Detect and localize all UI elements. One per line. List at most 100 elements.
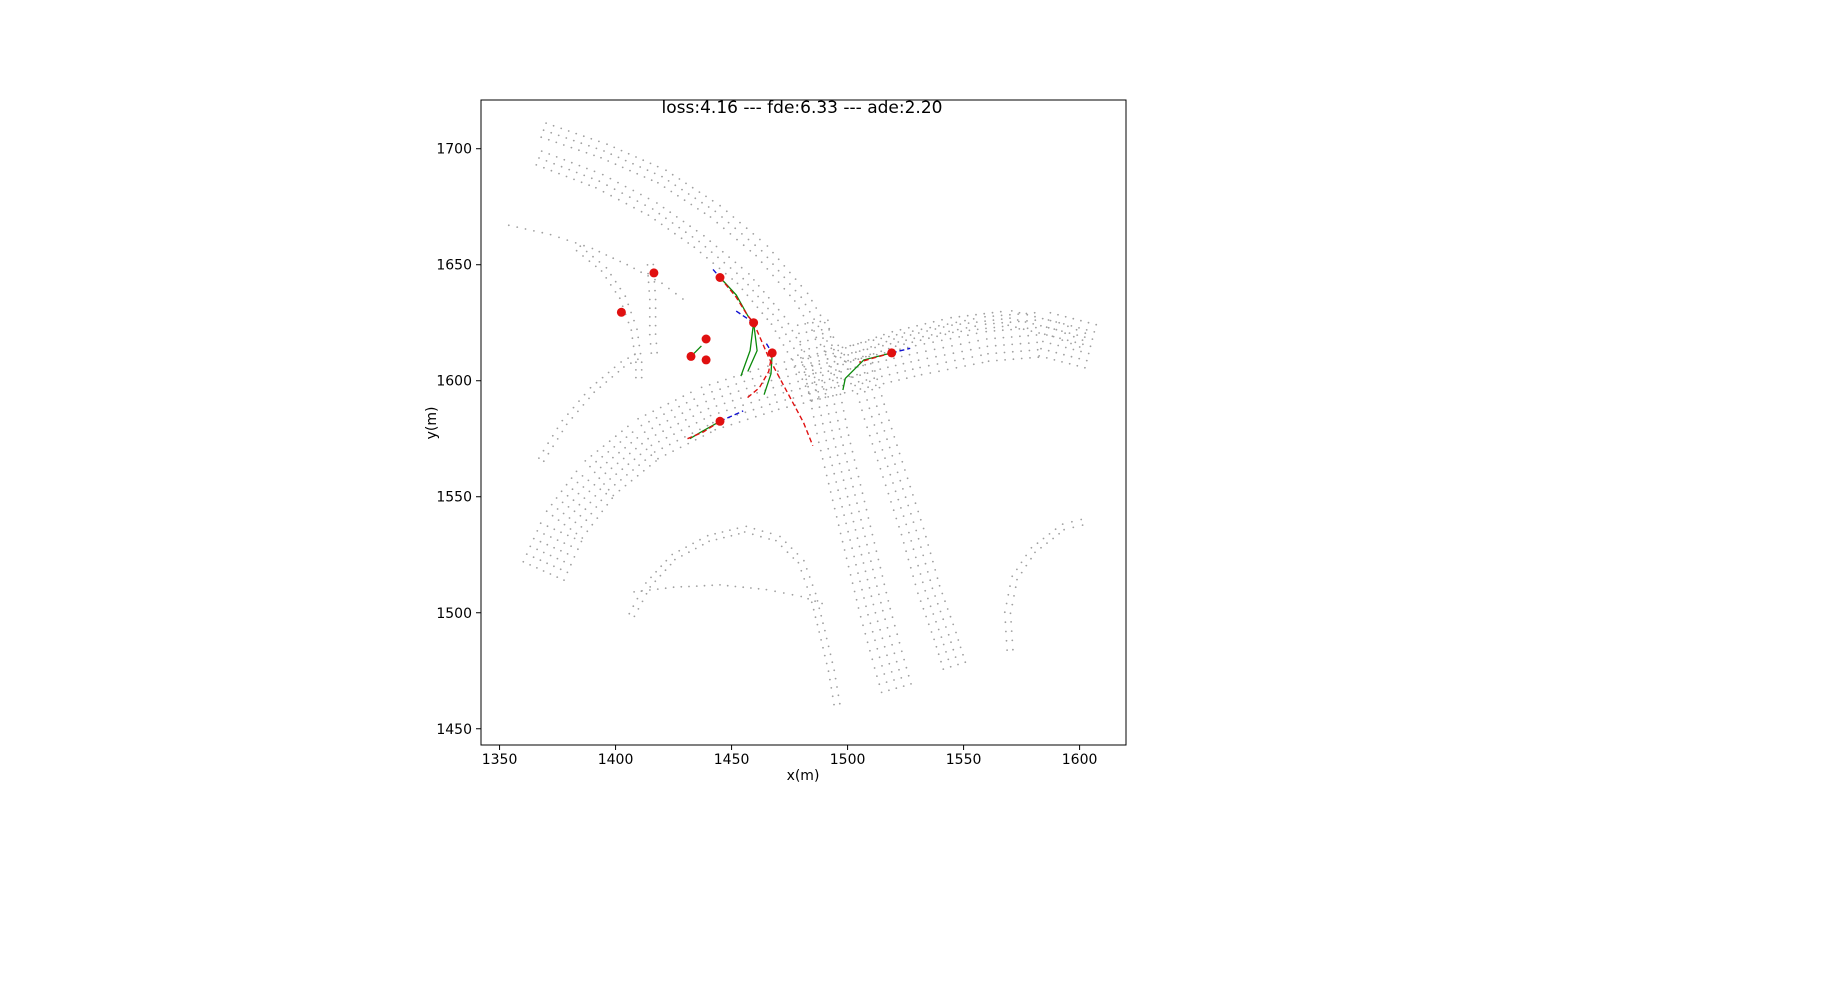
lane-point (598, 250, 601, 253)
lane-point (545, 510, 548, 513)
lane-point (971, 356, 974, 358)
lane-point (836, 376, 838, 379)
lane-point (954, 656, 957, 658)
lane-point (854, 494, 856, 496)
lane-point (575, 171, 578, 174)
lane-point (713, 398, 716, 400)
lane-point (808, 375, 810, 377)
lane-point (862, 348, 865, 351)
lane-point (542, 449, 545, 452)
lane-point (606, 503, 609, 506)
lane-point (823, 654, 826, 657)
lane-point (806, 322, 809, 324)
lane-point (869, 649, 871, 652)
lane-point (842, 363, 844, 366)
lane-point (539, 559, 542, 562)
lane-point (628, 452, 631, 455)
lane-point (601, 173, 604, 176)
lane-point (1011, 350, 1014, 353)
lane-point (965, 327, 968, 329)
lane-point (712, 262, 715, 264)
lane-point (1041, 317, 1044, 320)
lane-point (658, 423, 661, 426)
lane-point (789, 271, 791, 274)
lane-point (705, 195, 707, 198)
lane-point (991, 311, 994, 314)
lane-point (789, 340, 791, 343)
lane-point (560, 549, 562, 552)
lane-point (751, 377, 754, 380)
lane-point (932, 613, 935, 615)
lane-point (940, 660, 942, 663)
lane-point (832, 336, 835, 339)
lane-point (645, 582, 647, 584)
lane-point (599, 488, 602, 491)
lane-point (862, 562, 865, 564)
lane-point (701, 543, 704, 546)
lane-point (1027, 342, 1030, 344)
lane-point (745, 387, 748, 390)
lane-point (1012, 358, 1015, 361)
lane-point (1018, 328, 1021, 330)
lane-point (662, 206, 665, 209)
lane-point (931, 587, 934, 590)
lane-point (754, 415, 757, 418)
lane-point (743, 380, 746, 383)
lane-point (847, 565, 850, 568)
lane-point (1091, 338, 1094, 340)
lane-point (807, 357, 810, 360)
lane-point (800, 284, 803, 287)
lane-point (809, 393, 811, 395)
lane-point (639, 352, 642, 355)
lane-point (817, 396, 820, 398)
lane-point (689, 408, 691, 411)
lane-point (872, 353, 875, 355)
lane-point (836, 454, 839, 457)
lane-point (631, 337, 634, 340)
lane-point (1049, 319, 1052, 322)
lane-point (880, 395, 883, 397)
lane-point (583, 393, 586, 396)
lane-point (656, 588, 659, 590)
lane-point (640, 271, 642, 274)
lane-point (967, 322, 970, 324)
lane-point (820, 414, 823, 417)
lane-point (741, 288, 744, 291)
lane-point (605, 277, 608, 279)
lane-point (689, 225, 691, 228)
lane-point (547, 138, 550, 141)
agent-point (749, 318, 759, 328)
lane-point (631, 431, 634, 433)
lane-point (584, 460, 587, 462)
lane-point (848, 469, 850, 471)
lane-point (560, 165, 563, 168)
lane-point (654, 333, 657, 335)
lane-point (721, 250, 724, 253)
lane-point (552, 124, 555, 127)
lane-point (826, 404, 828, 407)
lane-point (778, 337, 781, 339)
lane-point (803, 371, 806, 374)
lane-point (830, 386, 833, 389)
lane-point (799, 343, 802, 346)
lane-point (639, 166, 642, 168)
lane-point (929, 372, 932, 374)
lane-point (899, 328, 902, 331)
lane-point (706, 534, 709, 537)
lane-point (561, 501, 564, 504)
lane-point (952, 352, 955, 355)
lane-point (596, 450, 599, 452)
lane-point (678, 226, 681, 229)
lane-point (944, 600, 946, 603)
lane-point (641, 600, 644, 603)
lane-point (545, 160, 548, 162)
lane-point (652, 410, 655, 413)
lane-point (709, 216, 712, 218)
lane-point (663, 413, 665, 415)
lane-point (1061, 330, 1063, 332)
lane-point (640, 424, 643, 427)
lane-point (883, 403, 886, 406)
lane-point (826, 358, 829, 360)
lane-point (600, 499, 603, 502)
lane-point (817, 355, 819, 357)
